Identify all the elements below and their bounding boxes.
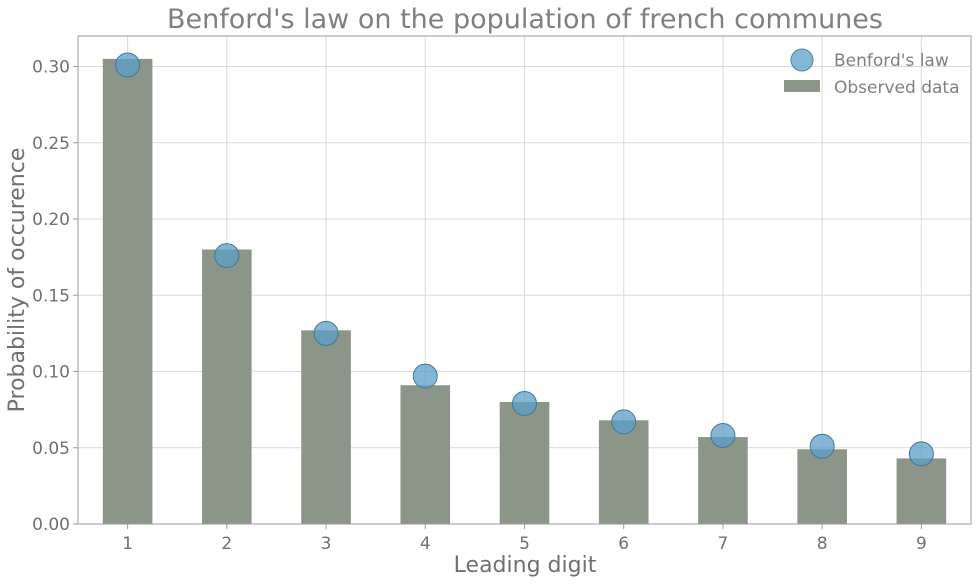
- x-tick-label: 5: [519, 534, 530, 554]
- y-tick-label: 0.00: [32, 515, 70, 535]
- bar-observed: [499, 402, 550, 524]
- legend-observed-swatch: [784, 80, 820, 92]
- y-axis-ticks: 0.00 0.05 0.10 0.15 0.20 0.25 0.30: [32, 58, 78, 535]
- legend-benford-label: Benford's law: [834, 51, 949, 71]
- point-benford: [214, 243, 240, 269]
- point-benford: [809, 433, 835, 459]
- point-benford: [710, 423, 736, 449]
- x-tick-label: 1: [122, 534, 133, 554]
- bar-observed: [598, 420, 649, 524]
- y-tick-label: 0.05: [32, 439, 70, 459]
- bar-observed: [102, 58, 153, 524]
- x-tick-label: 9: [916, 534, 927, 554]
- point-benford: [512, 391, 537, 417]
- chart-title: Benford's law on the population of frenc…: [167, 4, 883, 35]
- x-tick-label: 6: [618, 534, 629, 554]
- x-tick-label: 8: [817, 534, 828, 554]
- x-tick-label: 3: [321, 534, 332, 554]
- x-tick-label: 4: [420, 534, 431, 554]
- legend-benford-marker: [790, 48, 814, 72]
- bar-observed: [797, 449, 847, 524]
- bars: [102, 58, 947, 524]
- legend: Benford's law Observed data: [784, 48, 959, 98]
- point-benford: [115, 52, 141, 78]
- bar-observed: [301, 330, 351, 524]
- x-axis-ticks: 1 2 3 4 5 6 7 8 9: [122, 524, 927, 554]
- y-tick-label: 0.25: [32, 134, 70, 154]
- y-tick-label: 0.30: [32, 58, 70, 78]
- bar-observed: [896, 458, 947, 524]
- point-benford: [313, 320, 339, 346]
- bar-observed: [202, 249, 252, 524]
- bar-observed: [400, 385, 451, 524]
- y-tick-label: 0.20: [32, 210, 70, 230]
- point-benford: [412, 363, 438, 389]
- x-tick-label: 2: [221, 534, 232, 554]
- legend-observed-label: Observed data: [834, 78, 959, 98]
- y-tick-label: 0.15: [32, 286, 70, 306]
- point-benford: [611, 409, 637, 435]
- x-axis-label: Leading digit: [454, 553, 597, 578]
- x-tick-label: 7: [718, 534, 729, 554]
- bar-observed: [698, 437, 748, 524]
- points: [115, 52, 934, 467]
- point-benford: [908, 441, 934, 467]
- y-tick-label: 0.10: [32, 363, 70, 383]
- y-axis-label: Probability of occurence: [5, 148, 30, 413]
